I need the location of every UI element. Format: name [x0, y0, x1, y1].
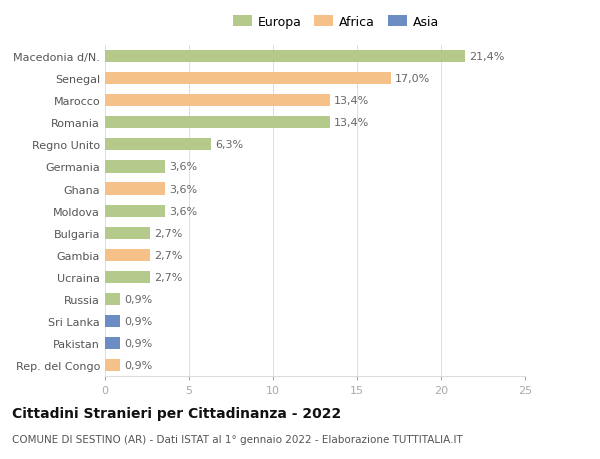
Bar — [105, 51, 464, 63]
Bar — [105, 139, 211, 151]
Text: 2,7%: 2,7% — [155, 250, 183, 260]
Bar — [105, 117, 330, 129]
Text: 6,3%: 6,3% — [215, 140, 243, 150]
Bar — [105, 161, 166, 173]
Text: 21,4%: 21,4% — [469, 52, 504, 62]
Bar — [105, 205, 166, 217]
Text: Cittadini Stranieri per Cittadinanza - 2022: Cittadini Stranieri per Cittadinanza - 2… — [12, 406, 341, 420]
Text: 0,9%: 0,9% — [124, 316, 152, 326]
Legend: Europa, Africa, Asia: Europa, Africa, Asia — [230, 13, 442, 31]
Text: 13,4%: 13,4% — [334, 118, 370, 128]
Text: 2,7%: 2,7% — [155, 228, 183, 238]
Bar — [105, 95, 330, 107]
Text: 3,6%: 3,6% — [170, 162, 198, 172]
Bar — [105, 337, 120, 349]
Bar — [105, 73, 391, 85]
Text: 3,6%: 3,6% — [170, 184, 198, 194]
Bar — [105, 359, 120, 371]
Bar — [105, 315, 120, 327]
Text: 3,6%: 3,6% — [170, 206, 198, 216]
Bar — [105, 271, 151, 283]
Bar — [105, 227, 151, 239]
Text: COMUNE DI SESTINO (AR) - Dati ISTAT al 1° gennaio 2022 - Elaborazione TUTTITALIA: COMUNE DI SESTINO (AR) - Dati ISTAT al 1… — [12, 434, 463, 444]
Text: 13,4%: 13,4% — [334, 96, 370, 106]
Bar — [105, 293, 120, 305]
Text: 0,9%: 0,9% — [124, 360, 152, 370]
Text: 0,9%: 0,9% — [124, 338, 152, 348]
Bar — [105, 249, 151, 261]
Text: 2,7%: 2,7% — [155, 272, 183, 282]
Bar — [105, 183, 166, 195]
Text: 17,0%: 17,0% — [395, 74, 430, 84]
Text: 0,9%: 0,9% — [124, 294, 152, 304]
